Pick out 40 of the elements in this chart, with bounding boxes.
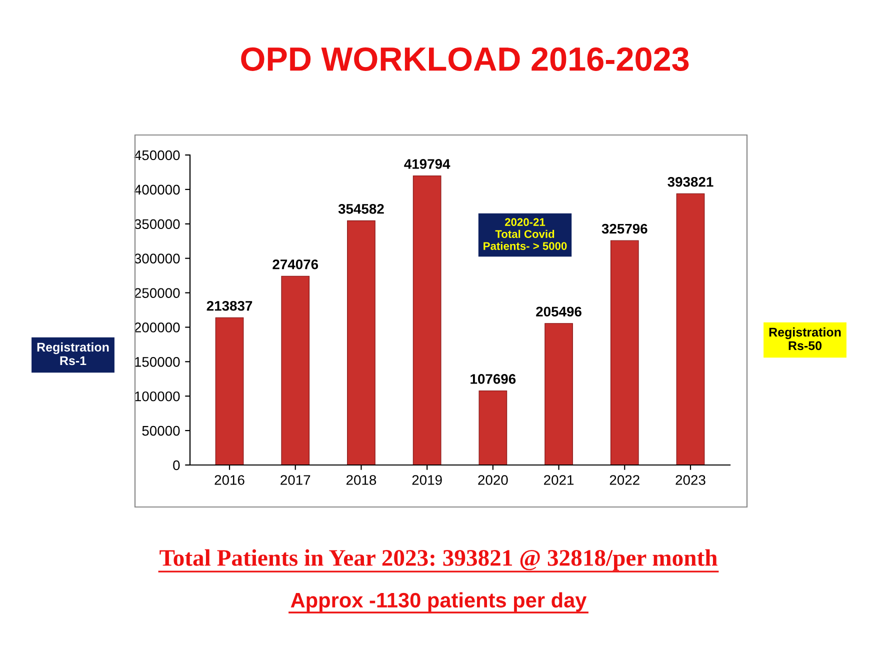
y-tick-label: 0 [173, 460, 180, 470]
bar [478, 390, 508, 465]
x-tick-label: 2017 [280, 475, 310, 485]
text: Registration Rs-50 [769, 327, 841, 350]
y-tick-label: 150000 [134, 357, 180, 367]
y-tick-label: 100000 [134, 391, 180, 402]
data-label: 419794 [404, 159, 450, 169]
x-tick-label: 2022 [610, 475, 640, 485]
annotation: 2020-21 Total Covid Patients- > 5000 [484, 218, 567, 250]
x-tick-label: 2019 [412, 475, 442, 485]
y-tick-label: 250000 [134, 288, 180, 298]
data-label: 107696 [470, 374, 516, 384]
data-label: 205496 [536, 306, 582, 317]
x-tick-label: 2018 [346, 475, 376, 485]
data-label: 325796 [602, 224, 648, 234]
bar [347, 220, 376, 465]
x-tick-label: 2016 [214, 475, 244, 485]
data-label: 354582 [338, 204, 384, 214]
text: Approx -1130 patients per day [290, 592, 587, 612]
bar [544, 323, 573, 465]
data-label: 393821 [668, 176, 714, 187]
y-tick-label: 350000 [134, 219, 180, 230]
x-tick-label: 2020 [478, 475, 508, 485]
bar [215, 317, 244, 465]
bar [676, 193, 705, 465]
y-tick-label: 400000 [134, 184, 180, 195]
bar [610, 240, 639, 465]
x-tick-label: 2021 [544, 475, 574, 485]
bar [412, 175, 442, 465]
y-tick-label: 50000 [142, 426, 180, 436]
bar [281, 276, 310, 465]
chart-title: OPD WORKLOAD 2016-2023 [241, 47, 689, 71]
x-tick-label: 2023 [676, 475, 706, 485]
data-label: 213837 [206, 300, 252, 311]
data-label: 274076 [272, 259, 318, 270]
y-tick-label: 450000 [134, 150, 180, 160]
y-tick-label: 300000 [134, 254, 180, 264]
text: Total Patients in Year 2023: 393821 @ 32818/per month [160, 549, 718, 571]
text: Registration Rs-1 [37, 342, 109, 366]
y-tick-label: 200000 [134, 322, 180, 332]
